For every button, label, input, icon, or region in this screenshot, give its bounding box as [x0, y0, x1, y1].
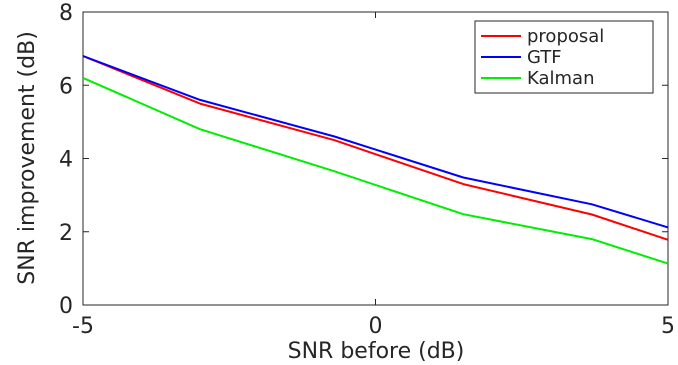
y-tick-label: 2	[59, 221, 73, 246]
x-tick-label: 5	[661, 314, 675, 339]
y-tick-label: 8	[59, 1, 73, 26]
series-lines	[82, 55, 669, 265]
y-tick-label: 0	[59, 294, 73, 319]
legend-label-gtf: GTF	[527, 47, 562, 68]
series-line-proposal	[82, 55, 669, 241]
x-axis-label: SNR before (dB)	[288, 339, 465, 364]
x-tick-label: -5	[72, 314, 94, 339]
x-tick-label: 0	[369, 314, 383, 339]
legend: proposal GTF Kalman	[474, 20, 654, 94]
legend-label-proposal: proposal	[527, 26, 604, 47]
series-line-kalman	[82, 76, 669, 265]
series-line-gtf	[82, 55, 669, 229]
y-tick-label: 4	[59, 148, 73, 173]
legend-label-kalman: Kalman	[527, 68, 595, 89]
y-axis-label: SNR improvement (dB)	[15, 31, 40, 285]
y-tick-label: 6	[59, 74, 73, 99]
